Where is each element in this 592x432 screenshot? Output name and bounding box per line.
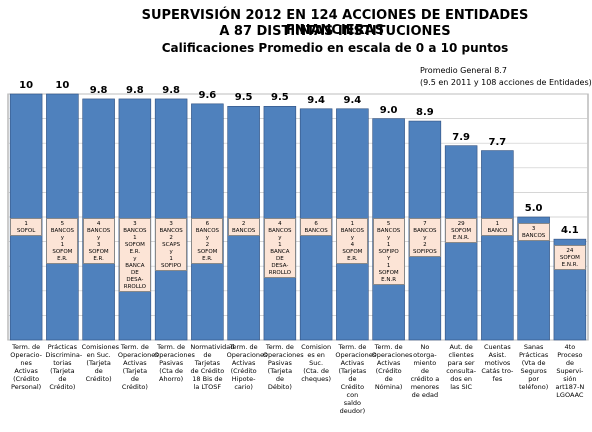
value-label: 9.4 xyxy=(307,94,325,106)
entity-label: 7 BANCOS y 2 SOFIPOS xyxy=(408,218,441,257)
value-label: 7.7 xyxy=(488,136,507,148)
general-average-note: Promedio General 8.7 xyxy=(420,66,507,75)
value-label: 9.5 xyxy=(271,92,289,104)
category-label: Term. de Operaciones Activas (Crédito Hi… xyxy=(226,343,268,391)
category-label: Term. de Operaciones Activas (Tarjetas d… xyxy=(335,343,377,415)
entity-label: 3 BANCOS 1 SOFOM E.R. y BANCA DE DESA- R… xyxy=(118,218,151,292)
value-label: 9.8 xyxy=(162,84,180,96)
bar xyxy=(9,93,43,341)
bar xyxy=(46,93,79,341)
value-label: 10 xyxy=(19,80,34,91)
category-label: Normatividad de Tarjetas de Crédito 18 B… xyxy=(190,343,235,391)
entity-label: 5 BANCOS y 1 SOFOM E.R. xyxy=(46,218,79,264)
value-label: 4.1 xyxy=(561,225,579,237)
category-label: Term. de Operaciones Pasivas (Tarjeta de… xyxy=(262,343,304,391)
entity-label: 1 BANCO xyxy=(481,218,514,236)
value-label: 5.0 xyxy=(524,203,543,214)
entity-label: 6 BANCOS y 2 SOFOM E.R. xyxy=(191,218,224,264)
category-label: No otorga- miento de crédito a menores d… xyxy=(410,343,440,399)
category-label: Comisiones en Suc. (Tarjeta de Crédito) xyxy=(81,343,119,383)
value-label: 9.8 xyxy=(126,84,144,96)
entity-label: 1 BANCOS y 4 SOFOM E.R. xyxy=(336,218,369,264)
entity-label: 1 SOFOL xyxy=(10,218,43,236)
value-label: 7.9 xyxy=(452,131,470,143)
entity-label: 4 BANCOS y 3 SOFOM E.R. xyxy=(82,218,115,264)
category-label: Term. de Operaciones Activas (Tarjeta de… xyxy=(117,343,159,391)
category-label: Comision es en Suc. (Cta. de cheques) xyxy=(301,343,332,383)
value-label: 8.9 xyxy=(416,107,434,119)
value-label: 10 xyxy=(55,80,70,91)
value-label: 9.0 xyxy=(379,104,398,116)
entity-label: 3 BANCOS xyxy=(517,223,550,241)
category-label: Aut. de clientes para ser consulta- dos … xyxy=(446,343,477,391)
entity-label: 5 BANCOS y 1 SOFIPO Y 1 SOFOM E.N.R xyxy=(372,218,405,285)
chart-title-line2: A 87 DISTINTAS INSTITUCIONES xyxy=(219,24,451,39)
chart-subtitle: Calificaciones Promedio en escala de 0 a… xyxy=(161,41,509,55)
value-label: 9.5 xyxy=(234,92,253,104)
entity-label: 2 BANCOS xyxy=(227,218,260,236)
entity-label: 3 BANCOS 2 SCAPS y 1 SOFIPO xyxy=(155,218,188,271)
entity-label: 4 BANCOS y 1 BANCA DE DESA- RROLLO xyxy=(263,218,296,278)
value-label: 9.6 xyxy=(198,89,217,101)
value-label: 9.8 xyxy=(89,84,108,96)
category-label: Sanas Prácticas (Vta de Seguros por telé… xyxy=(518,343,549,391)
chart-title: SUPERVISIÓN 2012 EN 124 ACCIONES DE ENTI… xyxy=(141,8,529,38)
category-label: Term. de Operaciones Activas (Crédito de… xyxy=(371,343,413,391)
category-label: Cuentas Asist. motivos Catás tro- fes xyxy=(481,343,514,383)
value-label: 9.4 xyxy=(343,94,362,106)
entity-label: 6 BANCOS xyxy=(300,218,333,236)
bar xyxy=(481,150,514,341)
category-label: 4to Proceso de Supervi- sión art187-N LG… xyxy=(555,343,585,399)
entity-label: 24 SOFOM E.N.R. xyxy=(553,245,586,271)
previous-year-note: (9.5 en 2011 y 108 acciones de Entidades… xyxy=(420,78,592,87)
entity-label: 29 SOFOM E.N.R. xyxy=(445,218,478,243)
category-label: Prácticas Discrimina- torias (Tarjeta de… xyxy=(45,343,83,391)
category-label: Term. de Operacio- nes Activas (Crédito … xyxy=(10,343,42,391)
category-label: Term. de Operaciones Pasivas (Cta de Aho… xyxy=(154,343,195,383)
